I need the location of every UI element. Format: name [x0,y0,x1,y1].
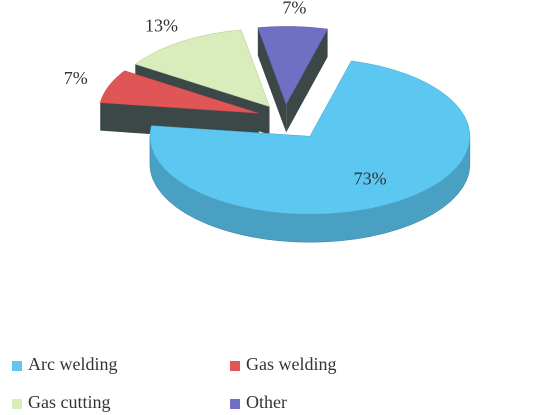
legend-swatch [230,361,240,371]
legend-label: Arc welding [28,354,117,374]
legend-label: Gas welding [246,354,336,374]
legend-label: Gas cutting [28,392,111,412]
legend-swatch [12,399,22,409]
slice [149,60,471,215]
data-label: 7% [64,68,88,88]
legend-swatch [12,361,22,371]
slice [99,70,259,114]
data-label: 13% [145,15,178,35]
data-label: 7% [282,0,306,17]
slice [257,26,328,105]
data-label: 73% [354,169,387,189]
slice-face [286,29,328,133]
legend-label: Other [246,392,287,412]
slice-face [257,27,287,133]
legend-swatch [230,399,240,409]
slice [134,29,270,108]
